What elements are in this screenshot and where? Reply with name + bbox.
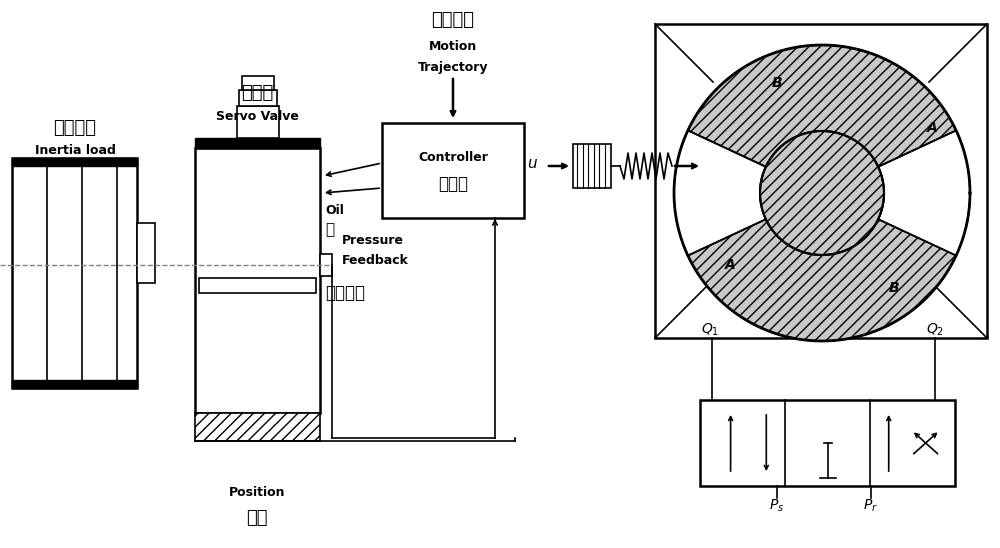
Text: B: B (889, 281, 899, 295)
Text: $P_r$: $P_r$ (863, 498, 878, 514)
Text: A: A (927, 121, 937, 135)
Bar (12, 380, 137, 388)
Bar (12, 158, 137, 388)
Bar (382, 123, 524, 218)
Text: Motion: Motion (429, 39, 477, 53)
Text: 控制器: 控制器 (438, 174, 468, 192)
Bar (320, 254, 332, 276)
Text: A: A (725, 258, 735, 272)
Bar (195, 148, 320, 413)
Text: 压力反馈: 压力反馈 (325, 284, 365, 302)
Text: 位置: 位置 (246, 509, 268, 527)
Text: $Q_1$: $Q_1$ (701, 322, 719, 338)
Text: 油: 油 (325, 222, 334, 237)
Bar (195, 413, 320, 441)
Bar (700, 400, 955, 486)
Text: Pressure: Pressure (342, 235, 404, 248)
Bar (573, 144, 611, 188)
Circle shape (760, 131, 884, 255)
Bar (12, 158, 137, 166)
Wedge shape (688, 45, 956, 167)
Text: Position: Position (229, 487, 285, 499)
Bar (237, 106, 279, 138)
Wedge shape (848, 130, 970, 327)
Bar (137, 223, 155, 283)
Text: Inertia load: Inertia load (35, 145, 115, 157)
Bar (242, 76, 274, 90)
Text: $u$: $u$ (527, 156, 537, 170)
Text: Oil: Oil (325, 203, 344, 216)
Polygon shape (674, 45, 970, 341)
Bar (199, 278, 316, 293)
Bar (655, 24, 987, 338)
Text: 伺服阀: 伺服阀 (241, 84, 273, 102)
Polygon shape (760, 131, 884, 255)
Text: Trajectory: Trajectory (418, 61, 488, 75)
Wedge shape (688, 219, 956, 341)
Text: B: B (772, 76, 782, 90)
Bar (195, 138, 320, 148)
Text: 位置指令: 位置指令 (432, 11, 475, 29)
Text: $Q_2$: $Q_2$ (926, 322, 944, 338)
Text: $P_s$: $P_s$ (769, 498, 784, 514)
Text: Feedback: Feedback (342, 254, 409, 267)
Text: Controller: Controller (418, 151, 488, 164)
Wedge shape (674, 130, 766, 255)
Text: 惯性负载: 惯性负载 (54, 119, 96, 137)
Bar (239, 90, 277, 106)
Text: Servo Valve: Servo Valve (216, 110, 298, 123)
